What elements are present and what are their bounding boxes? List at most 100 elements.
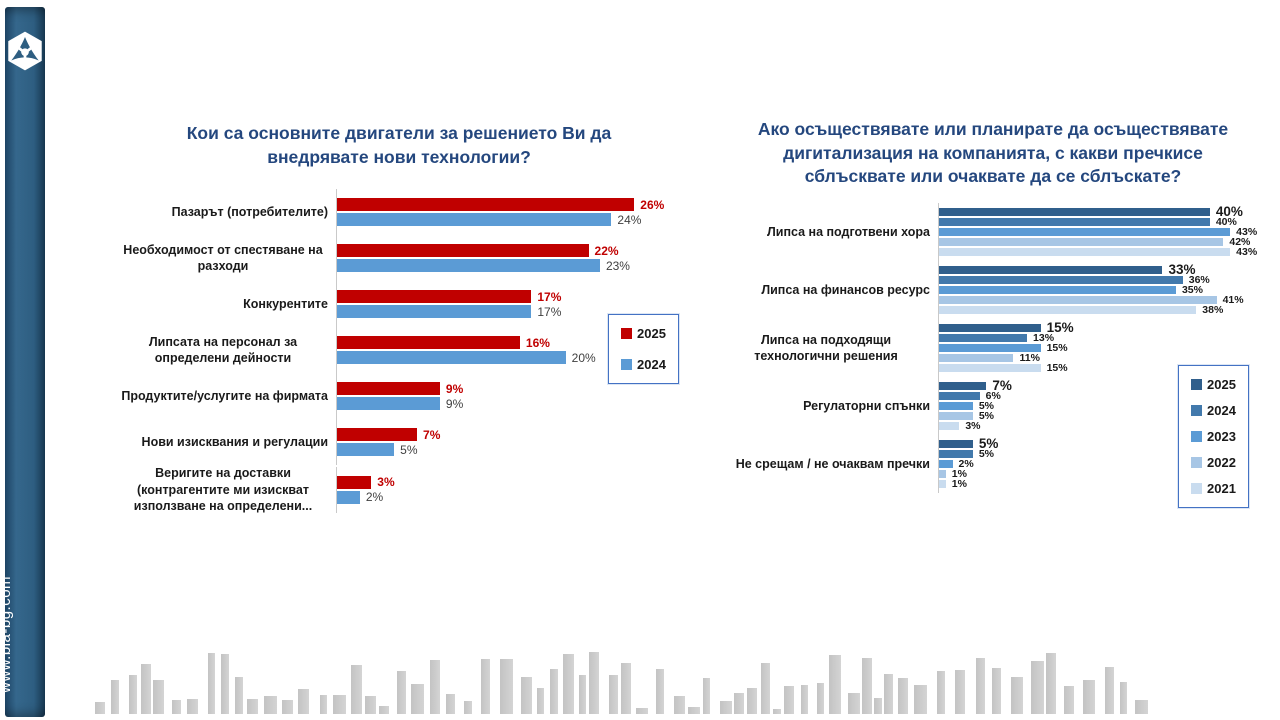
category-label: Веригите на доставки (контрагентите ми и…: [118, 465, 336, 514]
skyline-bar: [429, 660, 440, 714]
value-label: 2%: [365, 490, 384, 505]
legend-item-2023: 2023: [1191, 429, 1236, 444]
skyline-bar: [110, 679, 120, 714]
bar-line-2024: 6%: [939, 390, 1264, 402]
category-label: Продуктите/услугите на фирмата: [118, 388, 336, 404]
bar-line-2022: 11%: [939, 351, 1264, 364]
chart-row: Регулаторни спънки 7% 6% 5% 5% 3%: [722, 376, 1264, 435]
skyline-bar: [621, 663, 632, 714]
skyline-bar: [656, 668, 665, 714]
chart-row: Пазарът (потребителите) 26% 24%: [118, 189, 680, 236]
bar-2023: [939, 459, 953, 469]
category-label: Липса на финансов ресурс: [722, 282, 938, 298]
legend-label: 2021: [1207, 481, 1236, 496]
bar-line-2023: 43%: [939, 225, 1264, 238]
bar-2024: [337, 490, 360, 504]
bar-2023: [939, 343, 1041, 353]
chart-row: Липсата на персонал за определени дейнос…: [118, 327, 680, 374]
legend-item-2025: 2025: [1191, 377, 1236, 392]
skyline-bar: [1119, 681, 1128, 714]
skyline-bar: [874, 698, 882, 714]
skyline-bar: [264, 695, 278, 714]
bar-2021: [939, 479, 946, 489]
chart-plot: Пазарът (потребителите) 26% 24% Необходимос…: [118, 189, 680, 514]
value-label: 17%: [537, 304, 562, 319]
legend-label: 2025: [637, 326, 666, 341]
skyline-bar: [234, 677, 243, 714]
value-label: 5%: [978, 409, 995, 422]
category-label: Не срещам / не очаквам пречки: [722, 456, 938, 472]
value-label: 40%: [1215, 215, 1237, 228]
chart-row: Необходимост от спестяване на разходи 22%…: [118, 235, 680, 282]
bar-group: 33% 36% 35% 41% 38%: [938, 260, 1264, 319]
skyline-bar: [411, 683, 424, 714]
skyline-bar: [1134, 700, 1148, 714]
skyline-bar: [129, 674, 137, 714]
value-label: 5%: [978, 436, 999, 452]
bar-line-2024: 36%: [939, 274, 1264, 286]
bar-group: 15% 13% 15% 11% 15%: [938, 318, 1264, 377]
legend-label: 2022: [1207, 455, 1236, 470]
skyline-bar: [914, 684, 927, 714]
skyline-bar: [1104, 667, 1115, 714]
category-label: Регулаторни спънки: [722, 398, 938, 414]
value-label: 38%: [1202, 303, 1224, 316]
bar-line-2025: 40%: [939, 204, 1264, 220]
legend-swatch-icon: [1191, 431, 1202, 442]
value-label: 23%: [605, 258, 630, 273]
bar-line-2024: 40%: [939, 215, 1264, 228]
bar-2024: [337, 351, 566, 365]
bar-line-2025: 26%: [337, 197, 680, 212]
bar-2024: [337, 259, 600, 273]
chart-row: Липса на финансов ресурс 33% 36% 35% 41% 38%: [722, 260, 1264, 319]
value-label: 43%: [1236, 225, 1258, 238]
skyline-bar: [674, 695, 685, 714]
category-label-text: Пазарът (потребителите): [171, 205, 328, 220]
chart-plot: Липса на подготвени хора 40% 40% 43% 42% 43% Л…: [722, 202, 1264, 493]
skyline-bar: [153, 680, 165, 714]
bar-2025: [337, 198, 635, 212]
bar-2024: [939, 333, 1028, 343]
value-label: 35%: [1181, 283, 1203, 296]
bar-group: 22% 23%: [336, 235, 680, 282]
chart-row: Конкурентите 17% 17%: [118, 281, 680, 328]
category-label-text: Липсата на персонал за определени дейнос…: [148, 335, 298, 366]
skyline-bar: [635, 707, 648, 714]
skyline-bar: [208, 652, 216, 714]
value-label: 40%: [1215, 204, 1243, 220]
category-label-text: Липса на подготвени хора: [767, 224, 930, 239]
bia-hexagon-logo-icon: [8, 31, 42, 71]
bar-line-2022: 1%: [939, 468, 1264, 480]
skyline-bar: [719, 700, 732, 714]
bar-2025: [939, 439, 973, 449]
legend-item-2021: 2021: [1191, 481, 1236, 496]
skyline-bar: [351, 664, 362, 714]
bar-group: 5% 5% 2% 1% 1%: [938, 434, 1264, 493]
bar-line-2022: 42%: [939, 236, 1264, 248]
value-label: 5%: [400, 442, 418, 457]
legend-swatch-icon: [1191, 483, 1202, 494]
bar-line-2021: 38%: [939, 303, 1264, 316]
value-label: 11%: [1019, 351, 1040, 364]
bar-line-2025: 33%: [939, 262, 1264, 277]
bar-line-2025: 7%: [337, 427, 680, 442]
bar-group: 7% 6% 5% 5% 3%: [938, 376, 1264, 435]
category-label-text: Продуктите/услугите на фирмата: [121, 389, 328, 404]
value-label: 15%: [1046, 320, 1074, 336]
skyline-bar: [817, 682, 825, 714]
skyline-bar: [702, 677, 711, 714]
bar-2024: [337, 443, 395, 457]
category-label: Конкурентите: [118, 296, 336, 312]
skyline-bar: [991, 668, 1002, 714]
bar-line-2024: 2%: [337, 490, 680, 505]
skyline-bar: [221, 653, 230, 714]
bar-group: 16% 20%: [336, 327, 680, 374]
skyline-bar: [396, 671, 407, 714]
legend-label: 2024: [637, 357, 666, 372]
bar-group: 7% 5%: [336, 419, 680, 466]
value-label: 22%: [594, 243, 619, 258]
legend-swatch-icon: [621, 328, 632, 339]
skyline-bar: [333, 695, 346, 714]
skyline-bar: [172, 699, 181, 714]
legend-swatch-icon: [1191, 379, 1202, 390]
